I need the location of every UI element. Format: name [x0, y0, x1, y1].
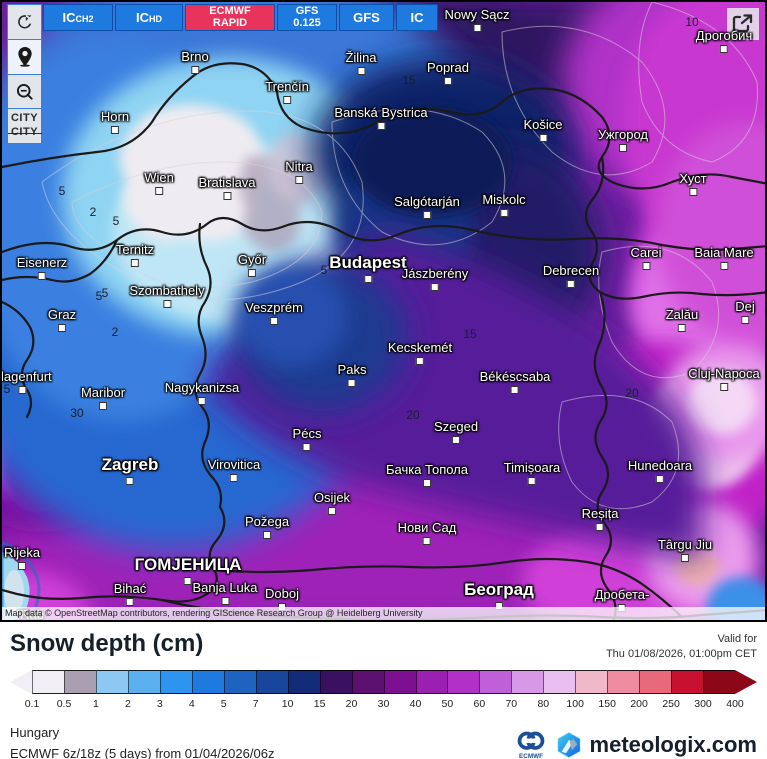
- svg-text:ECMWF: ECMWF: [519, 753, 543, 759]
